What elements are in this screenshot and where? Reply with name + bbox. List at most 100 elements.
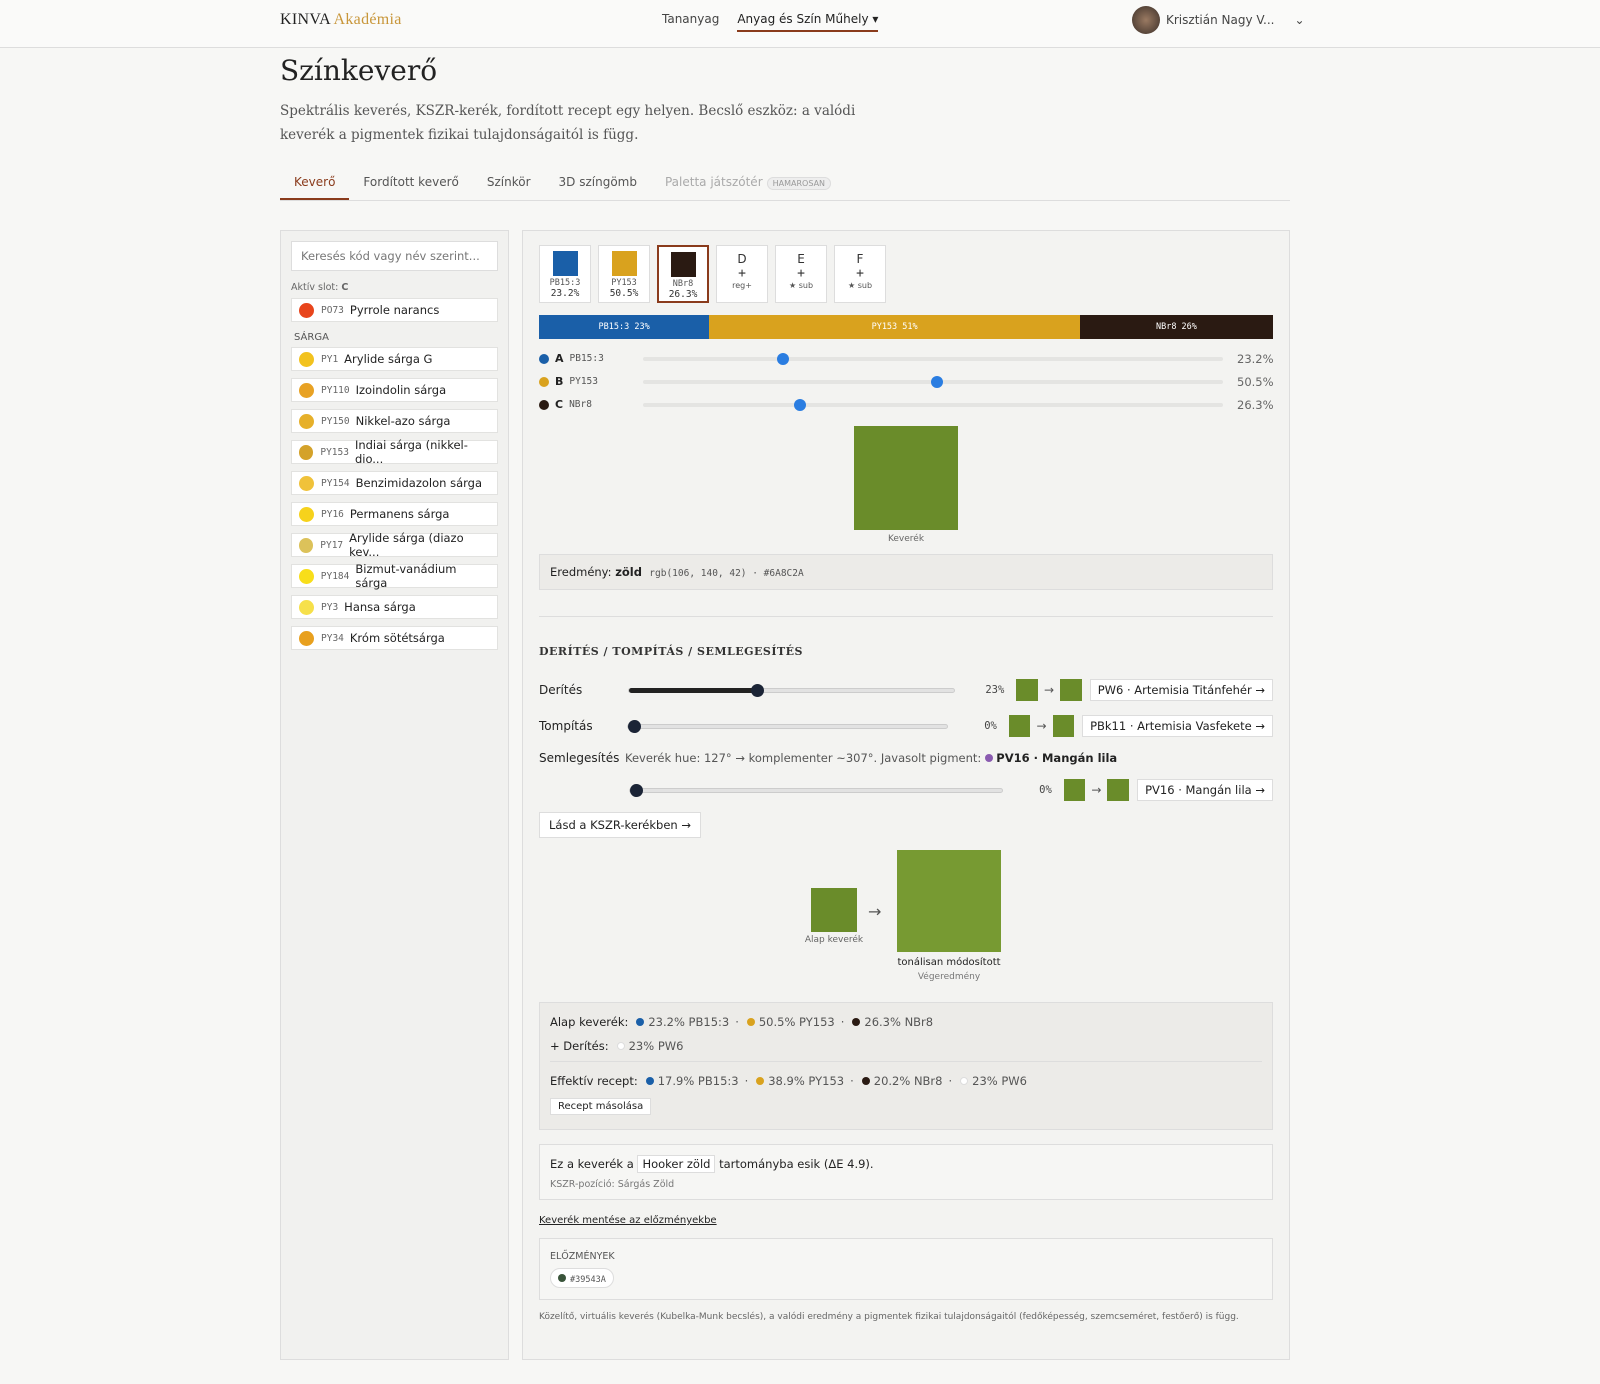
tab[interactable]: Színkör: [473, 171, 545, 200]
element: Lásd a KSZR-kerékben →: [539, 812, 1273, 838]
element: →: [1043, 683, 1055, 697]
slot[interactable]: E + ★ sub: [775, 245, 827, 303]
pigment-button[interactable]: PBk11 · Artemisia Vasfekete →: [1082, 715, 1273, 737]
recipe-item: 23% PW6: [972, 1074, 1027, 1088]
logo-accent: Akadémia: [333, 11, 402, 28]
nav-link[interactable]: Tananyag: [662, 12, 720, 26]
nav-link[interactable]: Anyag és Szín Műhely ▾: [737, 12, 879, 32]
suggested-pigment: PV16 · Mangán lila: [996, 751, 1118, 765]
pigment-name: Króm sötétsárga: [349, 631, 445, 645]
history-item[interactable]: #39543A: [550, 1268, 614, 1288]
range-position: KSZR-pozíció: Sárgás Zöld: [550, 1179, 675, 1190]
tab[interactable]: 3D színgömb: [545, 171, 651, 200]
result: Eredmény: zöld rgb(106, 140, 42) · #6A8C…: [539, 554, 1273, 590]
recipe-item: 26.3% NBr8: [864, 1015, 934, 1029]
slot-dot: [539, 376, 549, 387]
pigment-item[interactable]: PY3 Hansa sárga: [291, 595, 498, 619]
user-name: Krisztián Nagy V...: [1166, 13, 1275, 27]
save-link[interactable]: Keverék mentése az előzményekbe: [539, 1215, 717, 1226]
slot[interactable]: NBr8 26.3%: [657, 245, 709, 303]
result-code: rgb(106, 140, 42) · #6A8C2A: [649, 568, 804, 579]
tab[interactable]: Keverő: [280, 171, 350, 200]
pigment-item[interactable]: PY110 Izoindolin sárga: [291, 378, 498, 402]
tone-row: Tompítás 0% → PBk11 · Artemisia Vasfeket…: [539, 708, 1273, 744]
slider-track[interactable]: [643, 352, 1224, 365]
element: Keverék mentése az előzményekbe: [539, 1212, 1273, 1226]
element: ⌄: [1294, 13, 1305, 27]
slot[interactable]: PB15:3 23.2%: [539, 245, 591, 303]
recipe-item: 23.2% PB15:3: [648, 1015, 730, 1029]
pigment-code: PY3: [321, 601, 339, 613]
bar-segment: NBr8 26%: [1079, 315, 1273, 339]
slot[interactable]: F + ★ sub: [834, 245, 886, 303]
tab[interactable]: Fordított keverő: [349, 171, 472, 200]
bar-segment: PB15:3 23%: [539, 315, 710, 339]
pigment-code: PY34: [321, 632, 344, 644]
logo[interactable]: KINVA Akadémia: [280, 11, 402, 29]
recipe-item: 20.2% NBr8: [873, 1074, 943, 1088]
slider-value: 50.5%: [1237, 374, 1274, 389]
slider-knob[interactable]: [794, 398, 807, 411]
tab-label: 3D színgömb: [558, 175, 637, 189]
slots: PB15:3 23.2% PY153 50.5% NBr8 26.3% D + reg+ E + ★ …: [539, 245, 1273, 303]
pigment-dot: [299, 413, 314, 429]
active-slot-value: C: [341, 282, 349, 293]
slot-letter: F: [856, 252, 864, 266]
slot-pct: 23.2%: [550, 288, 580, 299]
pigment-item[interactable]: PY1 Arylide sárga G: [291, 347, 498, 371]
slot[interactable]: PY153 50.5%: [598, 245, 650, 303]
pigment-item[interactable]: PY16 Permanens sárga: [291, 502, 498, 526]
element: [558, 1274, 566, 1282]
element: 23.2% PB15:3 · 50.5% PY153 · 26.3% NBr8: [628, 1015, 933, 1029]
tone-preview: Alap keverék → tonálisan módosított Vége…: [539, 838, 1273, 988]
range-box: Ez a keverék a Hooker zöld tartományba e…: [539, 1144, 1273, 1200]
recipe-item: 38.9% PY153: [768, 1074, 845, 1088]
slider-value: 26.3%: [1237, 397, 1274, 412]
recipe-dot: [852, 1018, 861, 1026]
user-menu[interactable]: Krisztián Nagy V... ⌄: [1132, 6, 1305, 34]
pigment-button[interactable]: PW6 · Artemisia Titánfehér →: [1089, 679, 1273, 701]
element: [628, 687, 757, 693]
tint-slider[interactable]: [627, 683, 955, 697]
separator: ·: [744, 1074, 749, 1088]
element: [630, 783, 643, 797]
pigment-dot: [299, 382, 314, 398]
pigment-item[interactable]: PY17 Arylide sárga (diazo kev...: [291, 531, 498, 559]
slot-swatch: [552, 251, 578, 276]
pigment-item[interactable]: PY34 Króm sötétsárga: [291, 626, 498, 650]
result-name: zöld: [615, 565, 642, 579]
slot[interactable]: D + reg+: [716, 245, 768, 303]
pigment-item[interactable]: PY154 Benzimidazolon sárga: [291, 471, 498, 495]
slot-sub: ★ sub: [788, 281, 814, 290]
wheel-button[interactable]: Lásd a KSZR-kerékben →: [539, 812, 701, 838]
tab[interactable]: Paletta játszótér HAMAROSAN: [651, 171, 845, 200]
neutral-slider[interactable]: [629, 783, 1003, 797]
element: [1008, 715, 1031, 737]
pigment-item[interactable]: PO73 Pyrrole narancs: [291, 298, 498, 322]
slider-knob[interactable]: [777, 352, 790, 365]
copy-button[interactable]: Recept másolása: [550, 1098, 652, 1115]
pigment-button[interactable]: PV16 · Mangán lila →: [1137, 779, 1273, 801]
element: 17.9% PB15:3 · 38.9% PY153 · 20.2% NBr8 · 23% …: [638, 1074, 1027, 1088]
slider-track[interactable]: [643, 375, 1223, 388]
search-box[interactable]: Keresés kód vagy név szerint...: [291, 241, 498, 271]
element: [616, 1042, 625, 1050]
element: →: [868, 902, 882, 921]
slider-row: C NBr8 26.3%: [539, 393, 1274, 416]
slot-dot: [539, 353, 549, 364]
pigment-item[interactable]: PY150 Nikkel-azo sárga: [291, 409, 498, 433]
pigment-item[interactable]: PY153 Indiai sárga (nikkel-dio...: [291, 438, 498, 466]
slider-track[interactable]: [643, 398, 1223, 411]
pigment-name: Bizmut-vanádium sárga: [355, 562, 457, 590]
footnote: Közelítő, virtuális keverés (Kubelka-Mun…: [539, 1312, 1239, 1322]
tone-slider[interactable]: [627, 719, 948, 733]
slider-letter: A: [555, 352, 564, 365]
recipe-label: Alap keverék:: [550, 1015, 629, 1029]
slot-letter: E: [797, 252, 805, 266]
recipe-label: + Derítés:: [550, 1039, 609, 1053]
pigment-item[interactable]: PY184 Bizmut-vanádium sárga: [291, 562, 498, 590]
pigment-name: Permanens sárga: [349, 507, 450, 521]
sliders: A PB15:3 23.2% B PY153 50.5% C NBr8 26.3%: [539, 347, 1274, 416]
slot-pct: 50.5%: [609, 288, 639, 299]
slider-knob[interactable]: [931, 375, 944, 388]
